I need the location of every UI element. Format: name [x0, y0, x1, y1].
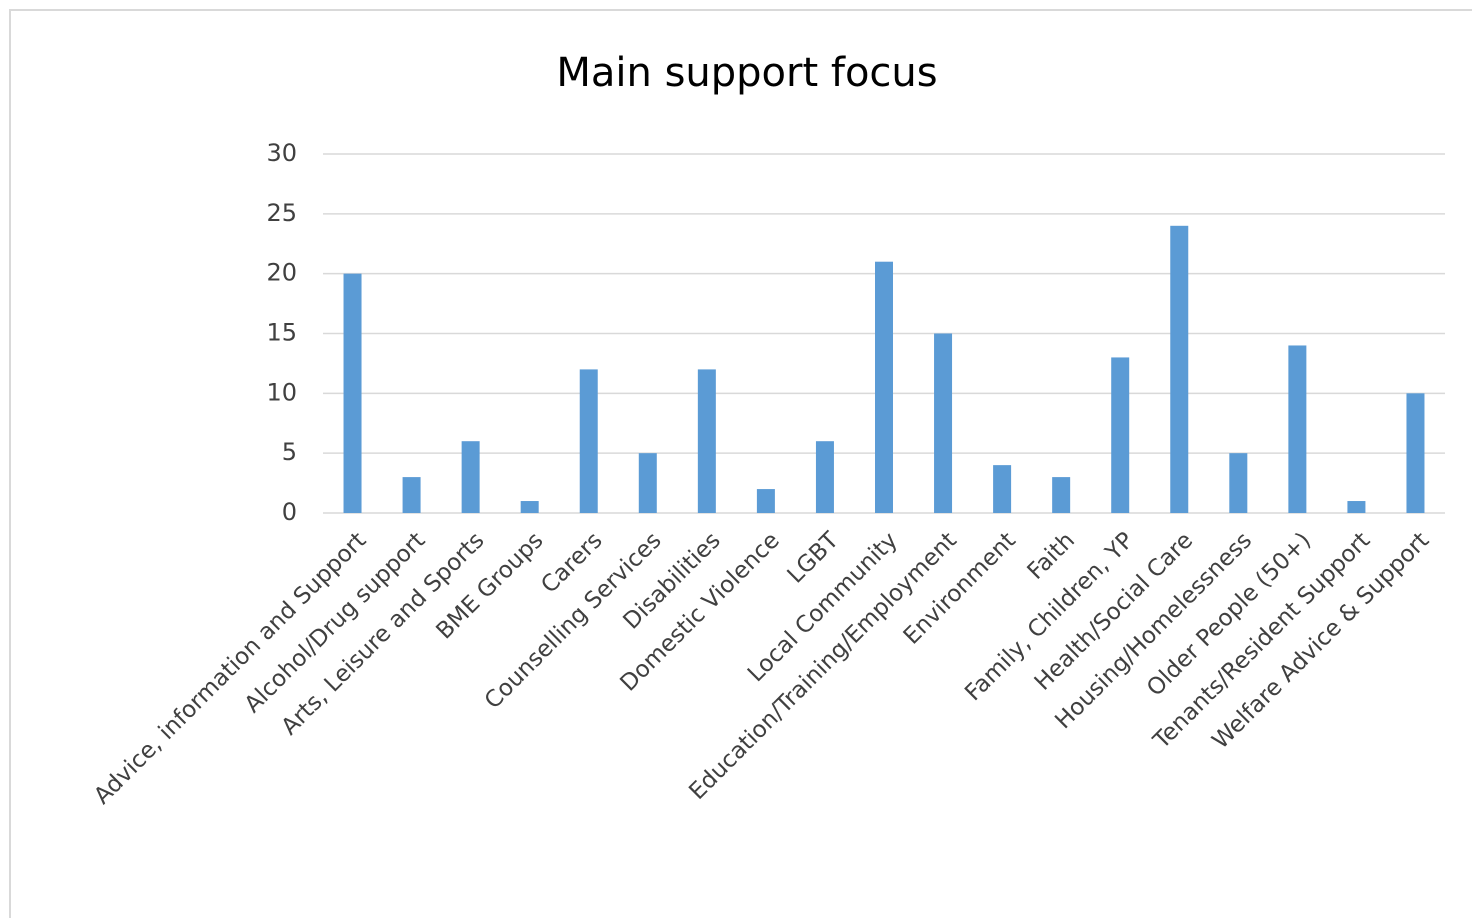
y-tick-label: 10: [266, 378, 297, 406]
bar: [343, 273, 362, 513]
y-tick-label: 0: [282, 498, 297, 526]
bar: [934, 333, 953, 513]
bar: [402, 477, 421, 513]
bar: [815, 441, 834, 513]
bar: [1288, 345, 1307, 513]
bar: [520, 501, 539, 513]
bar: [875, 261, 893, 513]
y-tick-label: 25: [266, 199, 297, 227]
bar: [993, 465, 1012, 513]
chart-border: [9, 9, 1472, 918]
bar: [1347, 501, 1366, 513]
bar: [1111, 357, 1130, 513]
bar: [1229, 453, 1248, 513]
y-tick-label: 20: [266, 259, 297, 287]
y-tick-label: 15: [266, 319, 297, 347]
bar: [461, 441, 480, 513]
bar: [1052, 477, 1071, 513]
bar: [1170, 225, 1189, 514]
bar: [579, 369, 598, 513]
bar: [756, 489, 775, 513]
x-tick-label: Welfare Advice & Support: [1208, 527, 1435, 754]
bar: [697, 369, 716, 513]
chart-title: Main support focus: [556, 50, 937, 96]
bar: [638, 453, 657, 513]
bar: [1406, 393, 1425, 513]
y-tick-label: 5: [282, 438, 297, 466]
y-tick-label: 30: [266, 139, 297, 167]
